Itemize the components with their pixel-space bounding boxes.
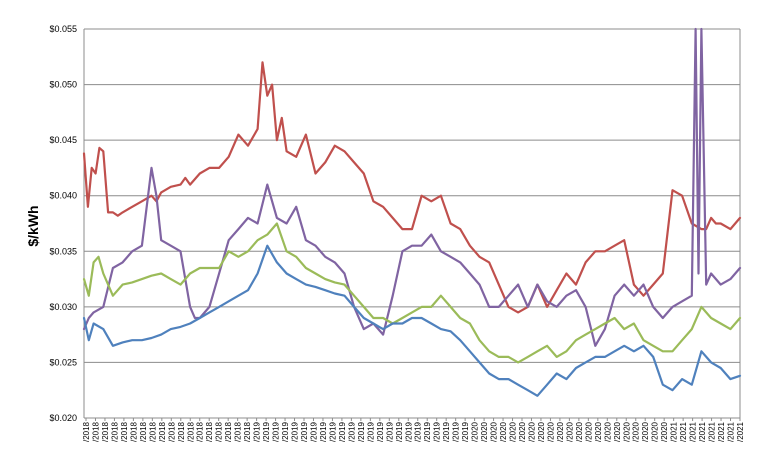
x-tick-label: /2019 bbox=[272, 421, 281, 442]
x-tick-label: /2018 bbox=[215, 421, 224, 442]
x-tick-label: /2018 bbox=[101, 421, 110, 442]
series-line-1 bbox=[82, 61, 742, 314]
y-axis-ticks: $0.020 $0.025 $0.030 $0.035 $0.040 $0.045 $0.0… bbox=[49, 24, 77, 423]
x-tick-label: /2019 bbox=[404, 421, 413, 442]
x-tick-label: /2019 bbox=[385, 421, 394, 442]
x-tick-label: /2018 bbox=[139, 421, 148, 442]
series-line-3 bbox=[82, 222, 742, 364]
x-tick-label: /2019 bbox=[253, 421, 262, 442]
x-tick-label: /2021 bbox=[670, 421, 679, 442]
x-tick-label: /2018 bbox=[110, 421, 119, 442]
y-tick-label: $0.050 bbox=[49, 80, 77, 90]
x-tick-label: /2018 bbox=[234, 421, 243, 442]
x-tick-label: /2018 bbox=[120, 421, 129, 442]
x-tick-label: /2018 bbox=[196, 421, 205, 442]
x-tick-label: /2020 bbox=[490, 421, 499, 442]
x-tick-label: /2019 bbox=[300, 421, 309, 442]
x-tick-label: /2021 bbox=[717, 421, 726, 442]
x-tick-label: /2020 bbox=[518, 421, 527, 442]
x-tick-label: /2020 bbox=[546, 421, 555, 442]
x-tick-label: /2018 bbox=[205, 421, 214, 442]
x-tick-label: /2019 bbox=[319, 421, 328, 442]
x-tick-label: /2019 bbox=[414, 421, 423, 442]
x-tick-label: /2019 bbox=[309, 421, 318, 442]
x-tick-label: /2020 bbox=[556, 421, 565, 442]
y-axis-label: $/kWh bbox=[25, 205, 41, 246]
x-tick-label: /2019 bbox=[338, 421, 347, 442]
x-tick-label: /2018 bbox=[158, 421, 167, 442]
x-tick-label: /2020 bbox=[499, 421, 508, 442]
y-tick-label: $0.045 bbox=[49, 135, 77, 145]
x-tick-label: /2020 bbox=[622, 421, 631, 442]
x-tick-label: /2020 bbox=[660, 421, 669, 442]
x-tick-label: /2019 bbox=[423, 421, 432, 442]
x-tick-label: /2018 bbox=[82, 421, 91, 442]
x-tick-label: /2021 bbox=[698, 421, 707, 442]
x-tick-label: /2021 bbox=[708, 421, 717, 442]
x-tick-label: /2020 bbox=[537, 421, 546, 442]
x-tick-label: /2019 bbox=[433, 421, 442, 442]
x-tick-label: /2020 bbox=[632, 421, 641, 442]
x-tick-label: /2019 bbox=[366, 421, 375, 442]
y-tick-label: $0.025 bbox=[49, 357, 77, 367]
x-tick-label: /2018 bbox=[186, 421, 195, 442]
x-tick-label: /2019 bbox=[376, 421, 385, 442]
series-line-4 bbox=[82, 244, 742, 397]
x-tick-label: /2019 bbox=[442, 421, 451, 442]
x-tick-label: /2020 bbox=[651, 421, 660, 442]
x-tick-label: /2021 bbox=[727, 421, 736, 442]
x-tick-label: /2019 bbox=[395, 421, 404, 442]
x-tick-label: /2018 bbox=[243, 421, 252, 442]
x-tick-label: /2020 bbox=[594, 421, 603, 442]
x-tick-label: /2019 bbox=[291, 421, 300, 442]
x-tick-label: /2020 bbox=[584, 421, 593, 442]
x-tick-label: /2020 bbox=[471, 421, 480, 442]
x-tick-label: /2019 bbox=[347, 421, 356, 442]
x-tick-label: /2019 bbox=[262, 421, 271, 442]
x-tick-label: /2021 bbox=[736, 421, 745, 442]
x-tick-label: /2020 bbox=[575, 421, 584, 442]
series-lines bbox=[82, 27, 742, 397]
x-tick-label: /2019 bbox=[452, 421, 461, 442]
y-tick-label: $0.030 bbox=[49, 302, 77, 312]
x-axis-ticks: /2018/2018/2018/2018/2018/2018/2018/2018… bbox=[82, 418, 745, 442]
x-tick-label: /2019 bbox=[328, 421, 337, 442]
x-tick-label: /2020 bbox=[527, 421, 536, 442]
gridlines bbox=[83, 28, 741, 419]
x-tick-label: /2019 bbox=[357, 421, 366, 442]
x-tick-label: /2018 bbox=[167, 421, 176, 442]
x-tick-label: /2019 bbox=[281, 421, 290, 442]
x-tick-label: /2018 bbox=[129, 421, 138, 442]
x-tick-label: /2021 bbox=[689, 421, 698, 442]
y-tick-label: $0.035 bbox=[49, 246, 77, 256]
x-tick-label: /2021 bbox=[679, 421, 688, 442]
x-tick-label: /2020 bbox=[641, 421, 650, 442]
y-tick-label: $0.055 bbox=[49, 24, 77, 34]
x-tick-label: /2019 bbox=[461, 421, 470, 442]
y-tick-label: $0.040 bbox=[49, 191, 77, 201]
y-tick-label: $0.020 bbox=[49, 413, 77, 423]
x-tick-label: /2018 bbox=[177, 421, 186, 442]
x-tick-label: /2020 bbox=[603, 421, 612, 442]
x-tick-label: /2018 bbox=[224, 421, 233, 442]
x-tick-label: /2018 bbox=[148, 421, 157, 442]
x-tick-label: /2020 bbox=[565, 421, 574, 442]
series-line-2 bbox=[82, 27, 742, 347]
x-tick-label: /2020 bbox=[613, 421, 622, 442]
x-tick-label: /2018 bbox=[91, 421, 100, 442]
x-tick-label: /2020 bbox=[509, 421, 518, 442]
x-tick-label: /2020 bbox=[480, 421, 489, 442]
